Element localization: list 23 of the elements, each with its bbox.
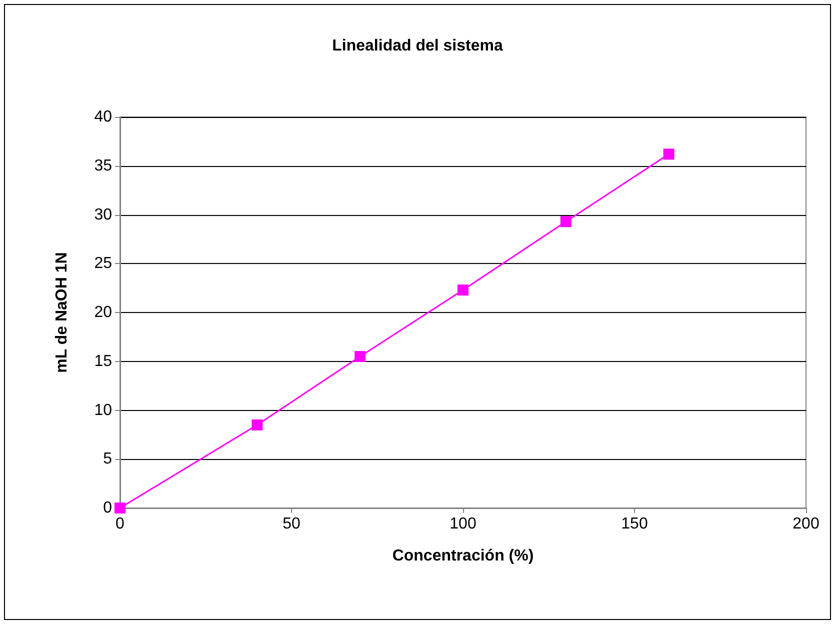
point <box>354 350 366 362</box>
chart-title: Linealidad del sistema <box>332 38 503 54</box>
y-tick-label: 15 <box>94 352 112 370</box>
x-axis-title: Concentración (%) <box>392 548 534 564</box>
point <box>252 419 263 430</box>
point <box>560 216 572 228</box>
x-tick-label: 150 <box>621 516 648 532</box>
y-axis-title: mL de NaOH 1N <box>54 252 70 373</box>
x-tick-label: 100 <box>450 516 476 532</box>
y-tick-label: 35 <box>94 157 112 174</box>
point <box>114 502 126 514</box>
y-tick-label: 0 <box>103 500 112 516</box>
x-tick-label: 50 <box>282 516 300 532</box>
y-tick-label: 40 <box>94 108 112 126</box>
y-tick-label: 30 <box>94 206 112 224</box>
y-tick-label: 5 <box>103 450 112 468</box>
point <box>663 148 674 160</box>
y-tick-label: 20 <box>94 304 112 321</box>
y-tick-label: 10 <box>94 402 112 419</box>
point <box>458 284 468 296</box>
x-tick-label: 200 <box>792 516 820 532</box>
y-tick-label: 25 <box>94 255 112 272</box>
x-tick-label: 0 <box>116 516 125 532</box>
